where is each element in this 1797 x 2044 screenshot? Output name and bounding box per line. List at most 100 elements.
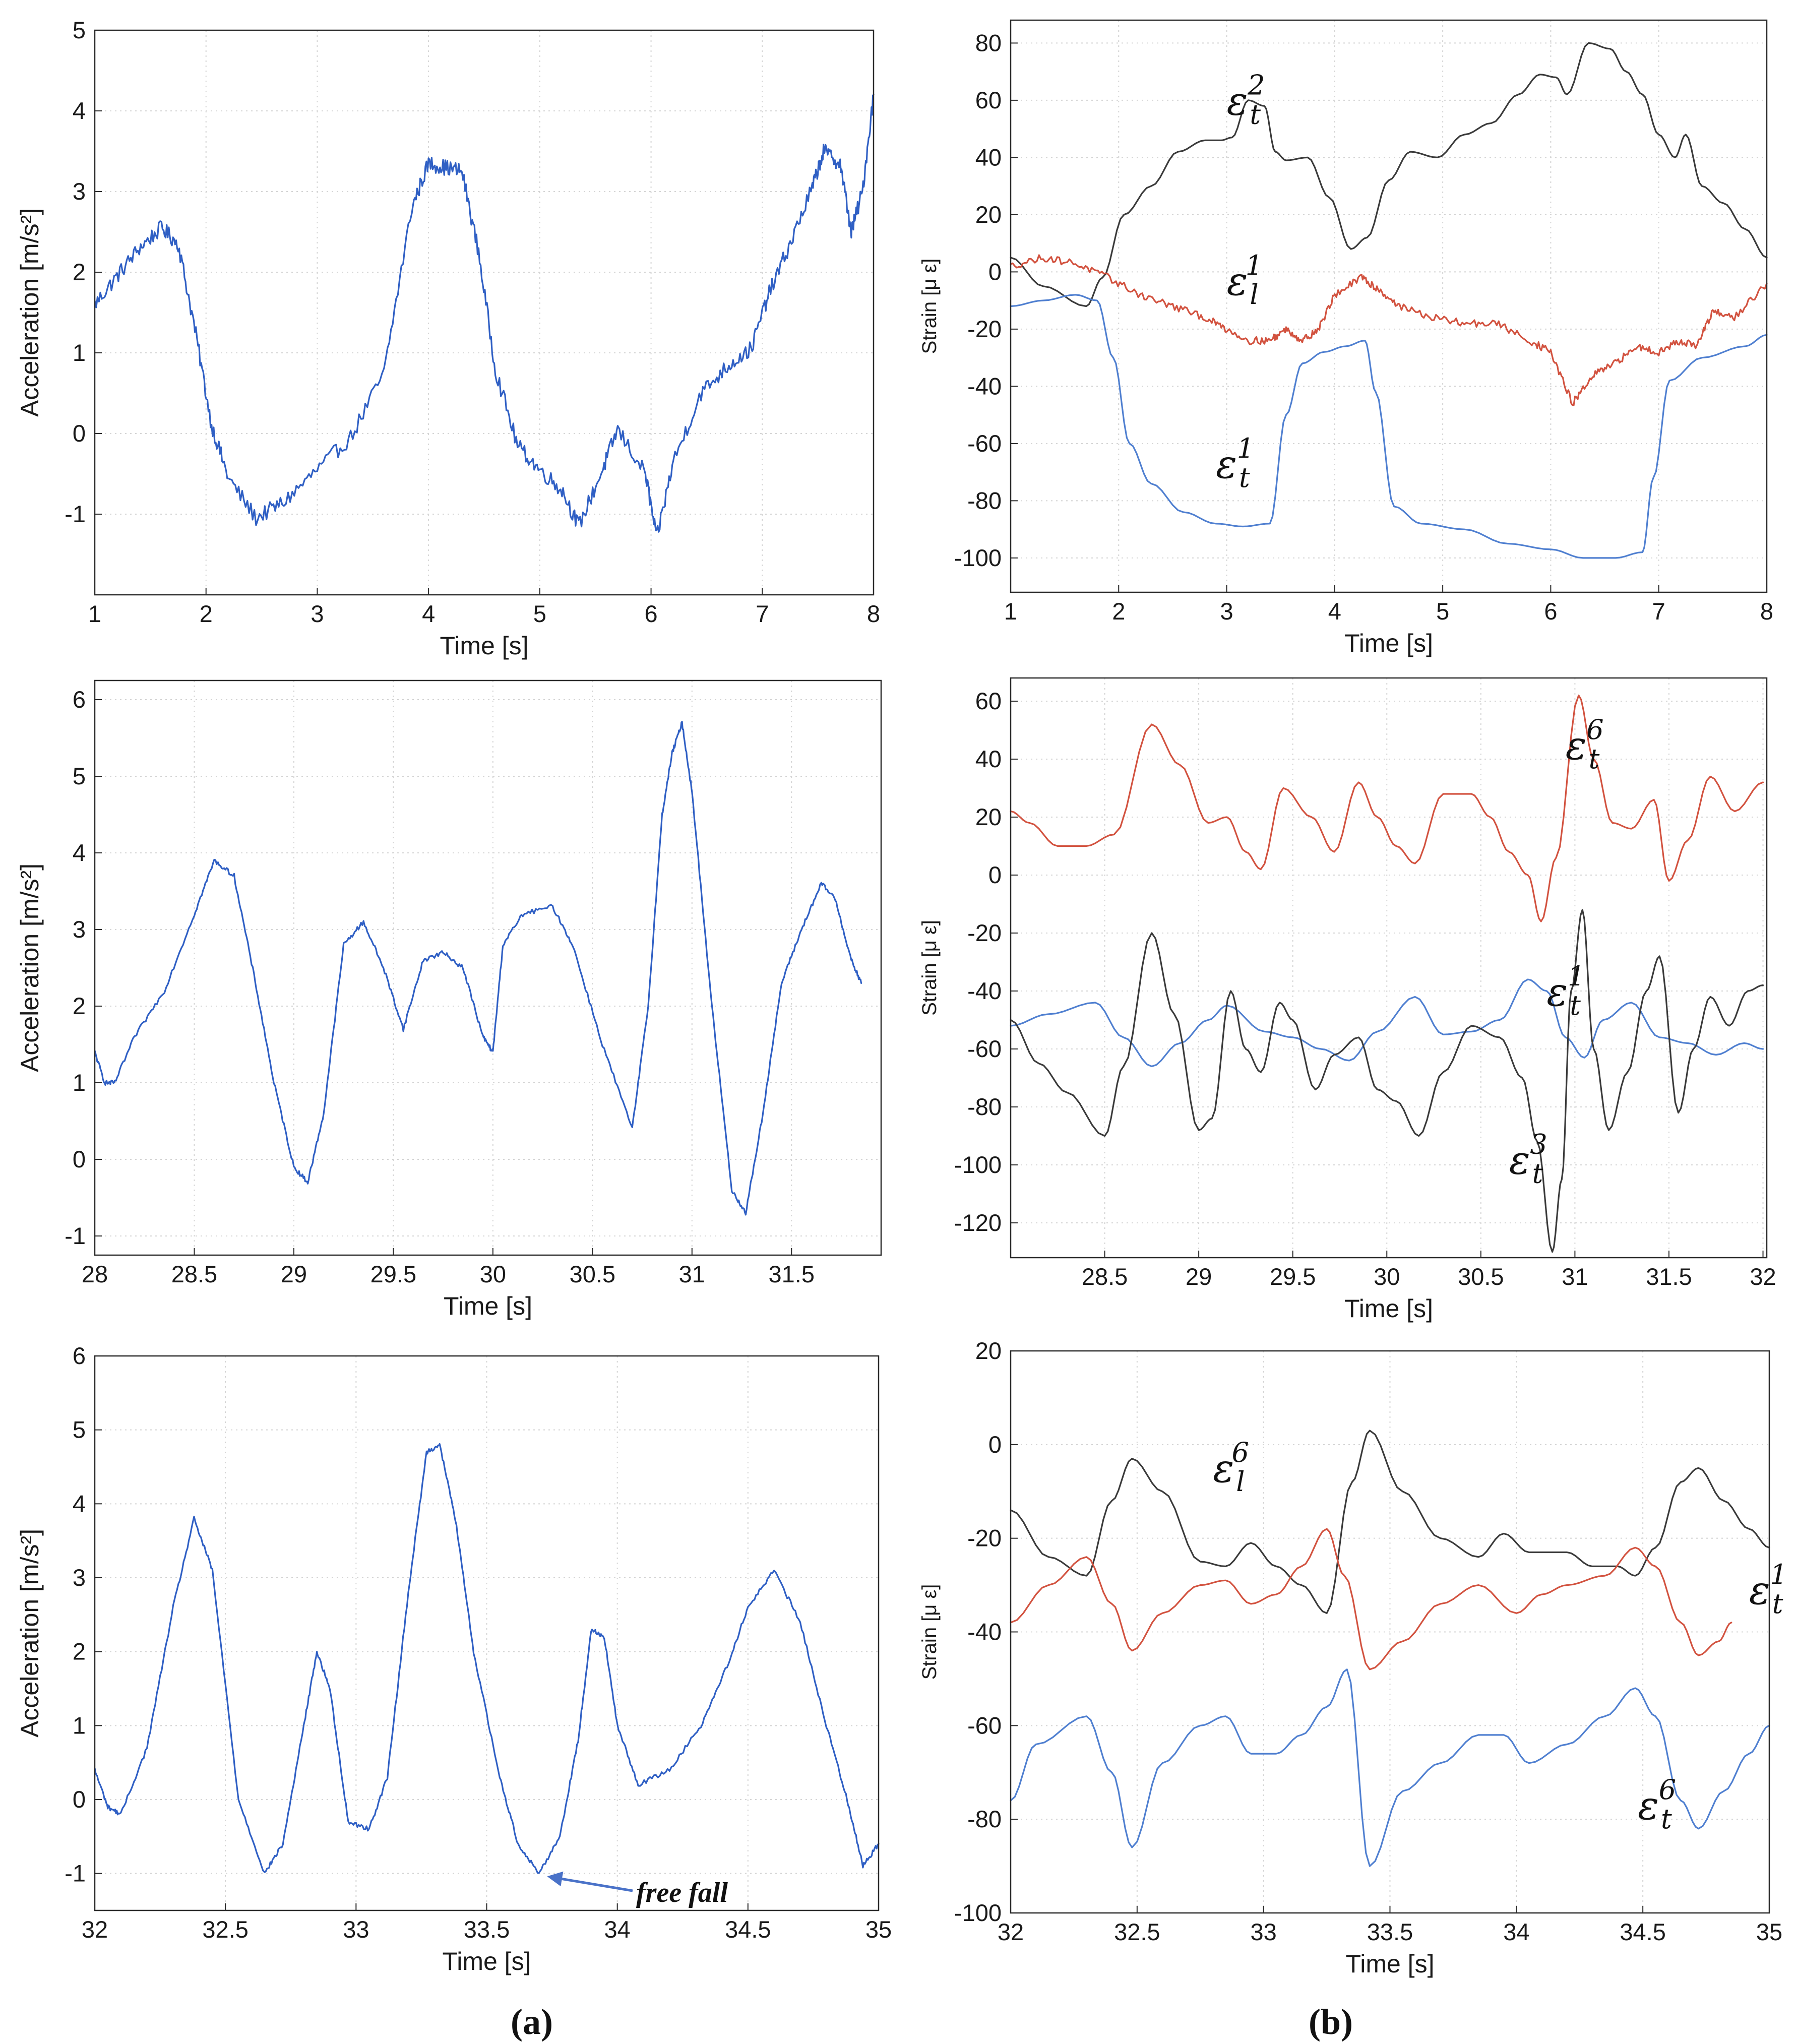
series-line-acc2-0 bbox=[94, 721, 862, 1216]
y-tick-label: 6 bbox=[73, 1342, 86, 1369]
y-tick-label: 5 bbox=[73, 763, 86, 789]
x-tick-label: 28.5 bbox=[171, 1261, 217, 1287]
series-line-strain1-2 bbox=[1010, 294, 1768, 559]
series-label-strain2: εt6 bbox=[1566, 714, 1604, 775]
y-tick-label: 0 bbox=[73, 1786, 86, 1813]
y-tick-label: 40 bbox=[975, 746, 1002, 772]
y-tick-label: -60 bbox=[967, 1712, 1002, 1739]
y-tick-label: 4 bbox=[73, 1490, 86, 1517]
x-tick-label: 31 bbox=[679, 1261, 705, 1287]
y-tick-label: 40 bbox=[975, 144, 1002, 170]
series-label-strain1: εt2 bbox=[1227, 69, 1265, 130]
y-tick-label: 20 bbox=[975, 803, 1002, 830]
x-tick-label: 3 bbox=[1220, 598, 1233, 625]
series-label-strain3: εt6 bbox=[1638, 1774, 1676, 1835]
y-tick-label: 5 bbox=[73, 1416, 86, 1443]
series-label-strain1: εt1 bbox=[1216, 432, 1254, 493]
x-tick-label: 28.5 bbox=[1082, 1263, 1128, 1290]
series-line-strain3-0 bbox=[1010, 1430, 1770, 1614]
y-tick-label: -100 bbox=[954, 544, 1002, 571]
y-tick-label: -40 bbox=[967, 977, 1002, 1004]
chart-strain1: 1 2 3 4 5 6 7 8 -100 -80 -60 -40 -20 0 20 40 60 80 Time [s… bbox=[918, 19, 1773, 657]
x-tick-label: 35 bbox=[865, 1916, 892, 1943]
x-tick-label: 30.5 bbox=[570, 1261, 615, 1287]
y-tick-label: -60 bbox=[967, 430, 1002, 457]
y-tick-label: -1 bbox=[65, 501, 86, 527]
y-tick-label: 4 bbox=[73, 839, 86, 866]
panel-label-a: (a) bbox=[511, 2002, 553, 2042]
x-tick-label: 2 bbox=[1112, 598, 1125, 625]
y-tick-label: 3 bbox=[73, 178, 86, 205]
plot-frame bbox=[1010, 677, 1768, 1259]
x-tick-label: 29.5 bbox=[1270, 1263, 1316, 1290]
y-tick-label: 0 bbox=[73, 1146, 86, 1172]
series-line-strain2-0 bbox=[1010, 694, 1764, 922]
x-tick-label: 6 bbox=[1544, 598, 1557, 625]
y-tick-label: -60 bbox=[967, 1035, 1002, 1062]
y-tick-label: 5 bbox=[73, 17, 86, 43]
x-axis-label: Time [s] bbox=[443, 1947, 531, 1975]
x-tick-label: 34.5 bbox=[1620, 1918, 1665, 1945]
x-tick-label: 4 bbox=[1328, 598, 1341, 625]
y-tick-label: 0 bbox=[988, 258, 1002, 285]
x-tick-label: 1 bbox=[88, 600, 101, 627]
x-tick-label: 2 bbox=[200, 600, 213, 627]
y-tick-label: -80 bbox=[967, 487, 1002, 514]
y-tick-label: 0 bbox=[73, 420, 86, 447]
x-tick-label: 30 bbox=[1374, 1263, 1400, 1290]
series-label-strain1: εl1 bbox=[1227, 250, 1263, 311]
y-tick-label: -20 bbox=[967, 316, 1002, 342]
series-line-strain2-2 bbox=[1010, 909, 1764, 1253]
y-tick-label: 2 bbox=[73, 259, 86, 285]
y-tick-label: 20 bbox=[975, 1337, 1002, 1364]
y-tick-label: 20 bbox=[975, 201, 1002, 228]
series-line-strain1-0 bbox=[1010, 42, 1768, 307]
x-tick-label: 34 bbox=[604, 1916, 631, 1943]
x-tick-label: 8 bbox=[867, 600, 880, 627]
series-label-strain2: εt1 bbox=[1546, 960, 1585, 1021]
plot-frame bbox=[94, 679, 882, 1256]
x-tick-label: 33.5 bbox=[1367, 1918, 1413, 1945]
y-tick-label: 60 bbox=[975, 688, 1002, 714]
x-axis-label: Time [s] bbox=[1346, 1950, 1435, 1978]
x-tick-label: 29 bbox=[281, 1261, 307, 1287]
y-tick-label: 0 bbox=[988, 1431, 1002, 1458]
y-tick-label: -1 bbox=[65, 1860, 86, 1887]
y-axis-label: Strain [μ ε] bbox=[918, 1584, 941, 1680]
series-line-strain3-1 bbox=[1010, 1528, 1732, 1670]
y-axis-label: Acceleration [m/s²] bbox=[16, 208, 44, 417]
series-label-strain3: εl6 bbox=[1213, 1437, 1249, 1498]
y-tick-label: 80 bbox=[975, 29, 1002, 56]
series-line-strain1-1 bbox=[1010, 254, 1768, 406]
y-axis-label: Acceleration [m/s²] bbox=[16, 1529, 44, 1738]
x-tick-label: 30 bbox=[480, 1261, 506, 1287]
y-tick-label: 1 bbox=[73, 1069, 86, 1096]
y-tick-label: 4 bbox=[73, 97, 86, 124]
x-tick-label: 5 bbox=[1436, 598, 1449, 625]
y-tick-label: 6 bbox=[73, 686, 86, 713]
plot-frame bbox=[1010, 19, 1768, 593]
series-line-strain3-2 bbox=[1010, 1668, 1770, 1867]
panel-label-b: (b) bbox=[1309, 2002, 1353, 2042]
y-tick-label: -20 bbox=[967, 1525, 1002, 1552]
x-tick-label: 29.5 bbox=[370, 1261, 416, 1287]
y-tick-label: 1 bbox=[73, 339, 86, 366]
y-tick-label: 3 bbox=[73, 916, 86, 943]
x-tick-label: 30.5 bbox=[1458, 1263, 1504, 1290]
x-tick-label: 32.5 bbox=[202, 1916, 248, 1943]
y-tick-label: -40 bbox=[967, 1619, 1002, 1645]
x-tick-label: 6 bbox=[645, 600, 658, 627]
x-tick-label: 7 bbox=[1652, 598, 1665, 625]
x-tick-label: 33 bbox=[343, 1916, 369, 1943]
x-axis-label: Time [s] bbox=[1344, 629, 1433, 657]
y-tick-label: -80 bbox=[967, 1806, 1002, 1832]
chart-strain2: 28.5 29 29.5 30 30.5 31 31.5 32 -120 -100 -80 -60 -4… bbox=[918, 677, 1776, 1323]
series-line-strain2-1 bbox=[1010, 978, 1764, 1068]
x-tick-label: 4 bbox=[422, 600, 435, 627]
y-tick-label: -80 bbox=[967, 1093, 1002, 1120]
y-tick-label: -1 bbox=[65, 1222, 86, 1249]
y-tick-label: 3 bbox=[73, 1564, 86, 1591]
plot-frame bbox=[94, 29, 875, 596]
